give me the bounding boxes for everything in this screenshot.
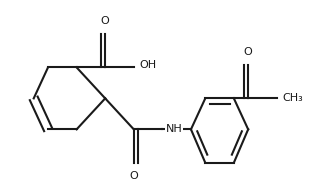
- Text: NH: NH: [166, 124, 183, 134]
- Text: O: O: [129, 171, 138, 181]
- Text: O: O: [101, 16, 109, 26]
- Text: O: O: [244, 47, 252, 57]
- Text: OH: OH: [139, 60, 156, 70]
- Text: CH₃: CH₃: [283, 93, 303, 103]
